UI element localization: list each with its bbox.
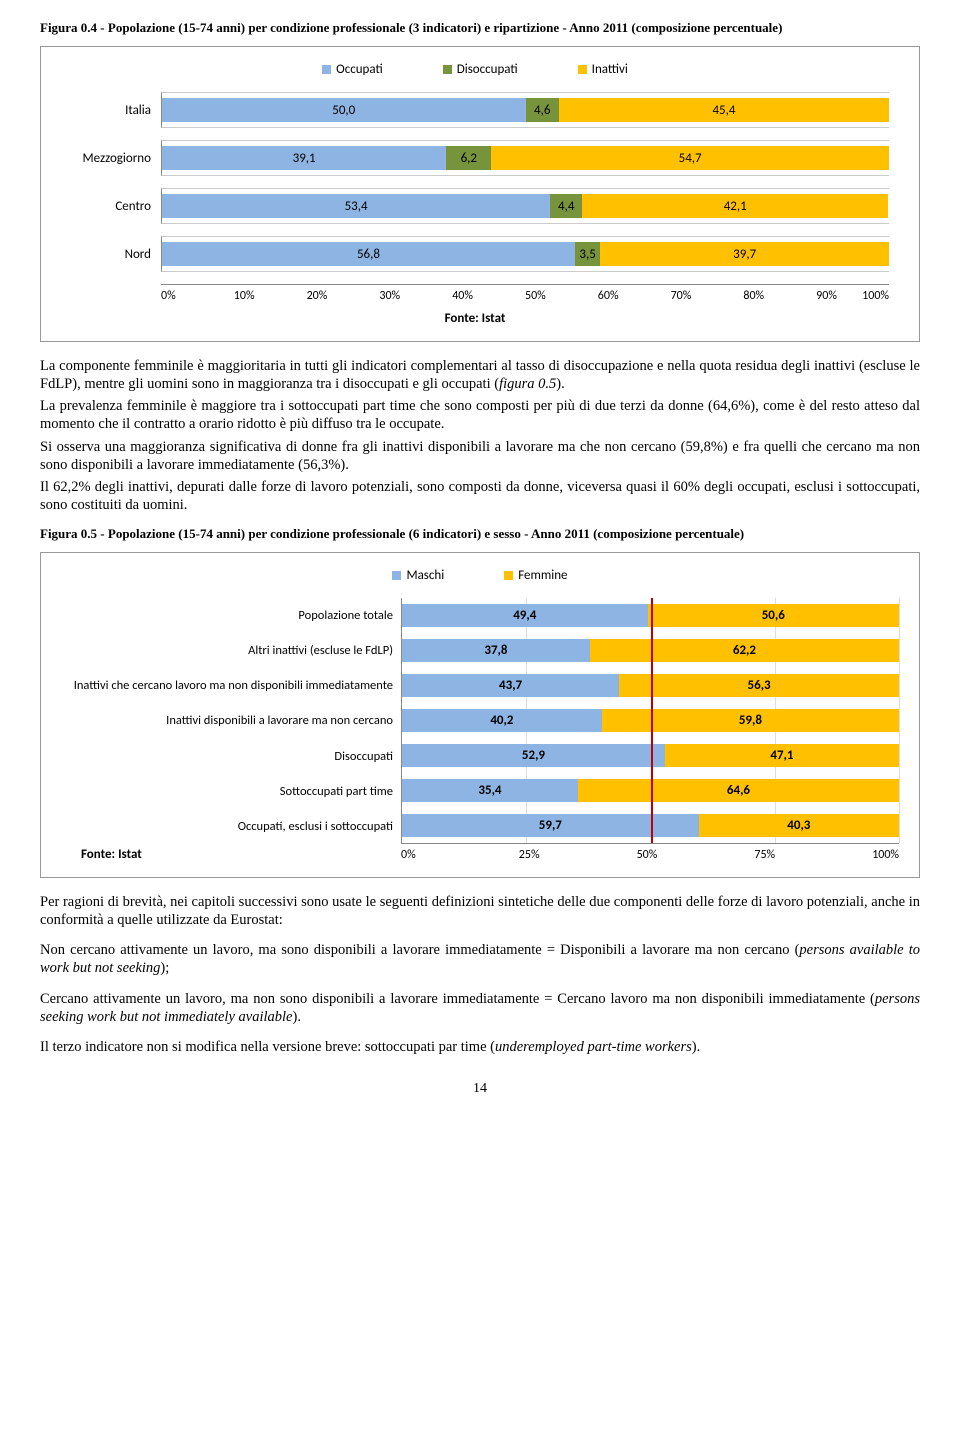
bar-area: 50,04,645,4 (161, 92, 889, 128)
page-number: 14 (40, 1081, 920, 1097)
figure-05-source: Fonte: Istat (81, 847, 142, 862)
gridline (899, 598, 900, 843)
legend-label: Disoccupati (457, 62, 518, 77)
bar-segment: 56,8 (162, 242, 575, 266)
bar-segment: 49,4 (402, 604, 648, 627)
bar-segment: 3,5 (575, 242, 600, 266)
bar-segment: 50,6 (648, 604, 899, 627)
legend-item: Occupati (322, 62, 383, 77)
category-label: Sottoccupati part time (61, 774, 401, 809)
category-label: Popolazione totale (61, 598, 401, 633)
chart-row: Centro53,44,442,1 (61, 188, 889, 224)
paragraph: La componente femminile è maggioritaria … (40, 357, 920, 393)
bar-segment: 4,6 (526, 98, 559, 122)
bar-segment: 40,2 (402, 709, 602, 732)
axis-tick: 0% (161, 289, 234, 303)
bar-segment: 43,7 (402, 674, 619, 697)
category-label: Nord (61, 247, 161, 262)
bar-segment: 64,6 (578, 779, 899, 802)
axis-tick: 40% (452, 289, 525, 303)
axis-tick: 50% (525, 289, 598, 303)
paragraph: Non cercano attivamente un lavoro, ma so… (40, 941, 920, 977)
axis-tick: 20% (307, 289, 380, 303)
bar-segment: 47,1 (665, 744, 899, 767)
category-label: Centro (61, 199, 161, 214)
bar-segment: 39,1 (162, 146, 446, 170)
legend-swatch (504, 571, 513, 580)
bar-segment: 59,7 (402, 814, 699, 837)
legend-item: Maschi (392, 568, 444, 583)
category-label: Inattivi disponibili a lavorare ma non c… (61, 703, 401, 738)
paragraph: Per ragioni di brevità, nei capitoli suc… (40, 893, 920, 929)
legend-swatch (322, 65, 331, 74)
bar-segment: 59,8 (602, 709, 899, 732)
legend-swatch (578, 65, 587, 74)
chart-row: Italia50,04,645,4 (61, 92, 889, 128)
bar-segment: 52,9 (402, 744, 665, 767)
figure-05-title: Figura 0.5 - Popolazione (15-74 anni) pe… (40, 526, 920, 542)
bar-segment: 50,0 (162, 98, 526, 122)
category-label: Mezzogiorno (61, 151, 161, 166)
paragraph: Cercano attivamente un lavoro, ma non so… (40, 990, 920, 1026)
legend-item: Inattivi (578, 62, 628, 77)
axis-tick: 100% (862, 289, 889, 303)
axis-tick: 70% (671, 289, 744, 303)
axis-tick: 25% (519, 848, 637, 862)
axis-tick: 30% (379, 289, 452, 303)
legend-item: Disoccupati (443, 62, 518, 77)
bar-segment: 4,4 (550, 194, 582, 218)
bar-area: 56,83,539,7 (161, 236, 889, 272)
legend-label: Occupati (336, 62, 383, 77)
bar-segment: 39,7 (600, 242, 889, 266)
category-label: Occupati, esclusi i sottoccupati (61, 809, 401, 844)
category-label: Italia (61, 103, 161, 118)
figure-04-title: Figura 0.4 - Popolazione (15-74 anni) pe… (40, 20, 920, 36)
paragraph: Il 62,2% degli inattivi, depurati dalle … (40, 478, 920, 514)
figure-05-chart: Maschi Femmine Popolazione totaleAltri in… (40, 552, 920, 878)
axis-tick: 80% (743, 289, 816, 303)
bar-segment: 37,8 (402, 639, 590, 662)
bar-segment: 56,3 (619, 674, 899, 697)
legend-label: Femmine (518, 568, 567, 583)
figure-04-legend: Occupati Disoccupati Inattivi (61, 62, 889, 77)
axis-tick: 100% (872, 848, 899, 862)
bar-segment: 45,4 (559, 98, 889, 122)
legend-swatch (443, 65, 452, 74)
paragraph: Si osserva una maggioranza significativa… (40, 438, 920, 474)
bar-segment: 35,4 (402, 779, 578, 802)
reference-line (651, 598, 653, 843)
bar-area: 53,44,442,1 (161, 188, 889, 224)
axis-tick: 75% (754, 848, 872, 862)
category-label: Inattivi che cercano lavoro ma non dispo… (61, 668, 401, 703)
bar-segment: 40,3 (699, 814, 899, 837)
paragraph: Il terzo indicatore non si modifica nell… (40, 1038, 920, 1056)
paragraph: La prevalenza femminile è maggiore tra i… (40, 397, 920, 433)
figure-04-chart: OccupatiDisoccupatiInattivi Italia50,04,… (40, 46, 920, 342)
bar-segment: 53,4 (162, 194, 550, 218)
figure-04-source: Fonte: Istat (61, 311, 889, 326)
chart-row: Nord56,83,539,7 (61, 236, 889, 272)
axis-tick: 10% (234, 289, 307, 303)
bar-segment: 62,2 (590, 639, 899, 662)
figure-05-legend: Maschi Femmine (61, 568, 899, 583)
axis-tick: 60% (598, 289, 671, 303)
bar-segment: 6,2 (446, 146, 491, 170)
legend-item: Femmine (504, 568, 567, 583)
bar-segment: 42,1 (582, 194, 888, 218)
category-label: Disoccupati (61, 739, 401, 774)
axis-tick: 0% (401, 848, 519, 862)
axis-tick: 50% (637, 848, 755, 862)
chart-row: Mezzogiorno39,16,254,7 (61, 140, 889, 176)
category-label: Altri inattivi (escluse le FdLP) (61, 633, 401, 668)
legend-swatch (392, 571, 401, 580)
bar-area: 39,16,254,7 (161, 140, 889, 176)
legend-label: Maschi (406, 568, 444, 583)
bar-segment: 54,7 (491, 146, 889, 170)
legend-label: Inattivi (592, 62, 628, 77)
